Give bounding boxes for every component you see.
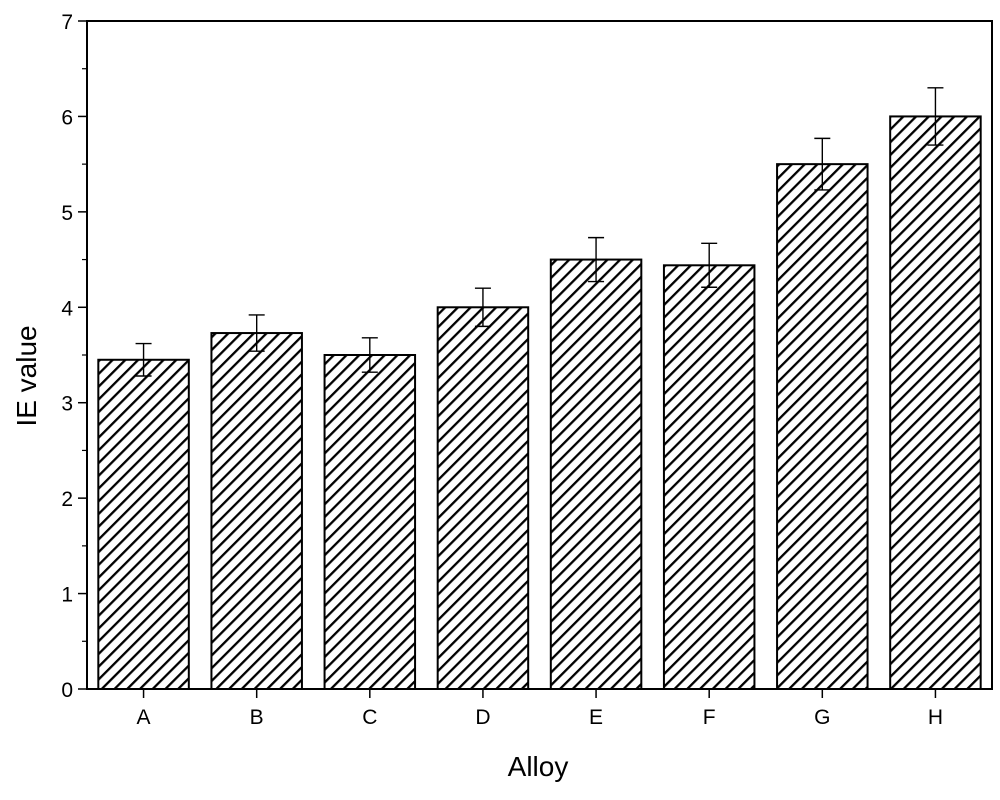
x-tick-label-h: H	[928, 706, 943, 729]
x-tick-label-f: F	[703, 706, 716, 729]
x-tick-label-c: C	[362, 706, 377, 729]
x-tick-label-g: G	[814, 706, 830, 729]
y-tick-label-5: 5	[61, 202, 73, 225]
bar-h	[889, 115, 982, 690]
y-tick-label-3: 3	[61, 393, 73, 416]
x-tick-label-a: A	[137, 706, 151, 729]
y-tick-label-4: 4	[61, 297, 73, 320]
error-bars-group	[135, 87, 944, 377]
y-tick-label-6: 6	[61, 106, 73, 129]
y-tick-label-2: 2	[61, 488, 73, 511]
x-tick-label-d: D	[475, 706, 490, 729]
bar-g	[776, 163, 869, 690]
bar-f	[662, 264, 756, 690]
bars-group	[97, 115, 982, 690]
x-tick-label-e: E	[589, 706, 603, 729]
y-tick-label-1: 1	[61, 584, 73, 607]
bar-a	[97, 358, 190, 690]
x-axis-title: Alloy	[508, 751, 569, 782]
y-tick-label-7: 7	[61, 11, 73, 34]
y-tick-label-0: 0	[61, 679, 73, 702]
bar-c	[323, 354, 417, 690]
x-axis: A B C D E F G H	[137, 689, 943, 729]
x-tick-label-b: B	[250, 706, 264, 729]
bar-b	[210, 332, 303, 690]
y-axis: 0 1 2 3 4 5 6 7	[61, 11, 87, 702]
y-axis-title: IE value	[11, 325, 42, 426]
bar-e	[549, 258, 643, 690]
bar-d	[436, 306, 530, 690]
